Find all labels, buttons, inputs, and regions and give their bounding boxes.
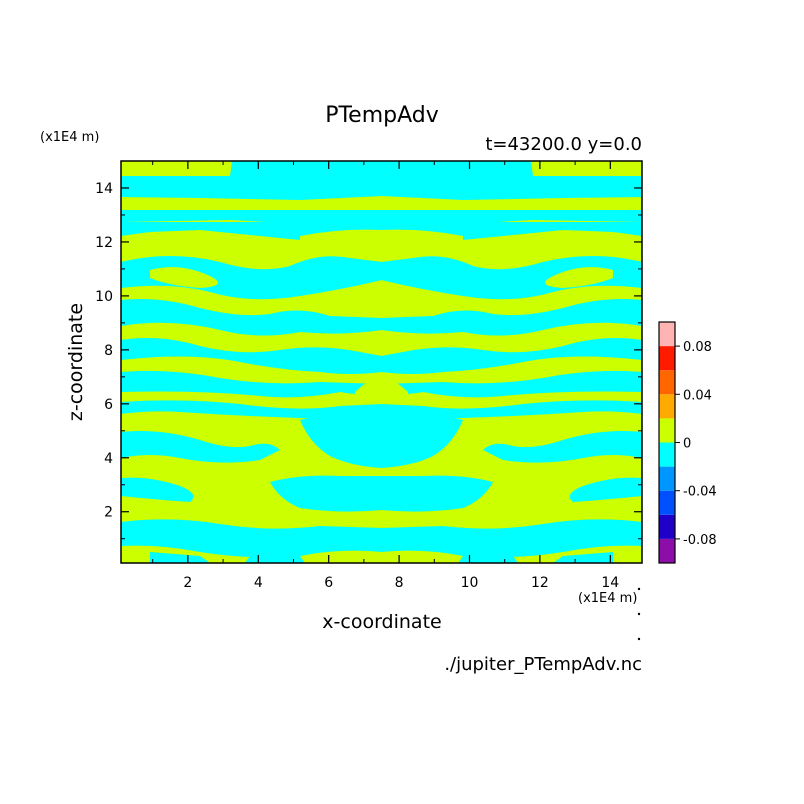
y-tick-label: 2 bbox=[104, 505, 113, 521]
marker-dot bbox=[637, 637, 641, 641]
chart-subtitle: t=43200.0 y=0.0 bbox=[485, 134, 642, 155]
y-tick-label: 6 bbox=[104, 397, 113, 413]
colorbar: 0.08 0.04 0 -0.04 -0.08 bbox=[658, 321, 717, 564]
colorbar-bin bbox=[659, 490, 675, 515]
colorbar-tick-label: 0.08 bbox=[683, 340, 712, 355]
y-tick-label: 14 bbox=[95, 181, 113, 197]
colorbar-tick-label: 0 bbox=[683, 437, 691, 452]
x-tick-label: 6 bbox=[324, 575, 333, 591]
colorbar-tick-label: 0.04 bbox=[683, 388, 712, 403]
colorbar-bin bbox=[659, 514, 675, 539]
y-tick-label: 4 bbox=[104, 451, 113, 467]
x-axis-label: x-coordinate bbox=[322, 611, 441, 633]
chart-title: PTempAdv bbox=[325, 103, 439, 128]
colorbar-bin bbox=[659, 394, 675, 419]
x-tick-label: 2 bbox=[183, 575, 192, 591]
y-axis-label: z-coordinate bbox=[65, 303, 87, 421]
y-axis-ticks: 2 4 6 8 10 12 14 bbox=[95, 160, 642, 540]
x-tick-label: 10 bbox=[461, 575, 479, 591]
plot-frame bbox=[120, 160, 643, 564]
x-axis-unit: (x1E4 m) bbox=[578, 591, 637, 606]
x-tick-label: 4 bbox=[254, 575, 263, 591]
x-tick-label: 14 bbox=[601, 575, 619, 591]
contour-field bbox=[121, 161, 642, 563]
colorbar-bin bbox=[659, 442, 675, 467]
colorbar-tick-label: -0.04 bbox=[683, 485, 717, 500]
colorbar-bin bbox=[659, 370, 675, 395]
colorbar-bin bbox=[659, 322, 675, 347]
y-tick-label: 8 bbox=[104, 343, 113, 359]
y-tick-label: 12 bbox=[95, 235, 113, 251]
y-axis-unit: (x1E4 m) bbox=[40, 130, 99, 145]
colorbar-bin bbox=[659, 418, 675, 443]
source-file-label: ./jupiter_PTempAdv.nc bbox=[444, 654, 642, 675]
x-axis-ticks: 2 4 6 8 10 12 14 bbox=[152, 161, 619, 591]
colorbar-tick-label: -0.08 bbox=[683, 533, 717, 548]
colorbar-bin bbox=[659, 466, 675, 491]
marker-dot bbox=[637, 587, 641, 591]
x-tick-label: 12 bbox=[531, 575, 549, 591]
x-tick-label: 8 bbox=[395, 575, 404, 591]
y-tick-label: 10 bbox=[95, 289, 113, 305]
marker-dot bbox=[637, 612, 641, 616]
colorbar-bin bbox=[659, 538, 675, 563]
colorbar-bin bbox=[659, 346, 675, 371]
